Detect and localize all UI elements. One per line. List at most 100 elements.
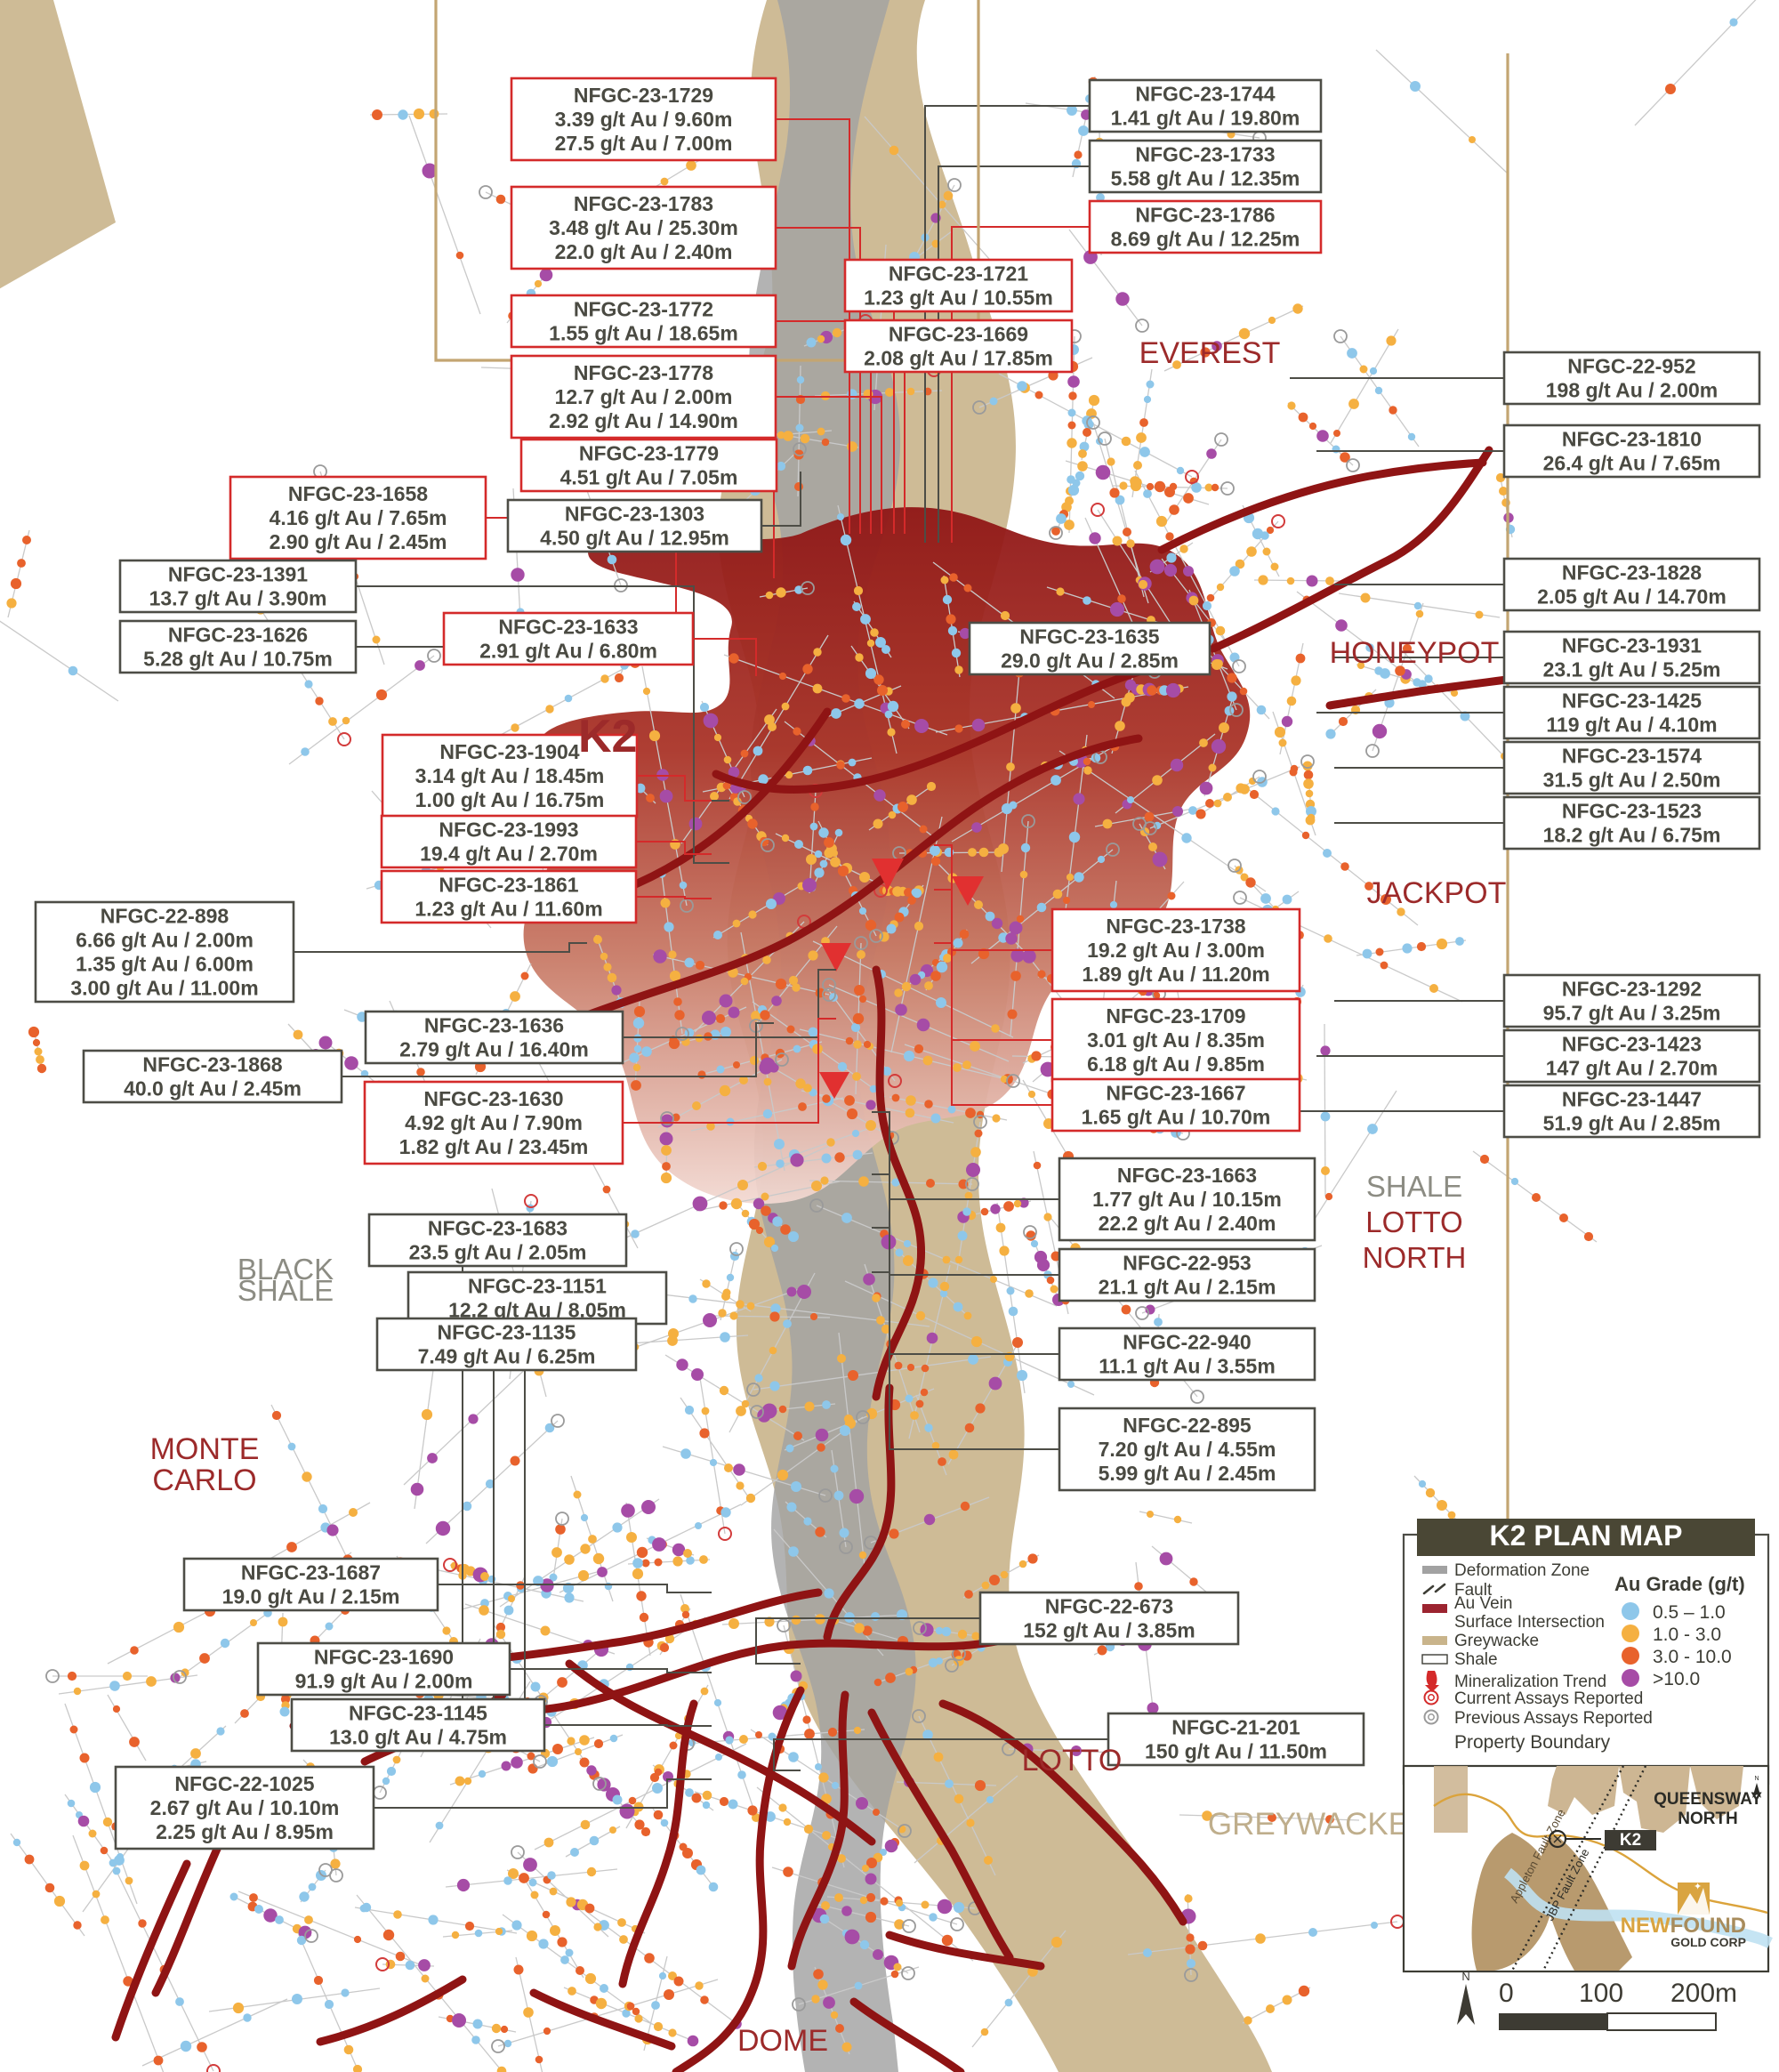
svg-text:MONTE: MONTE	[150, 1432, 260, 1466]
svg-text:Property Boundary: Property Boundary	[1454, 1732, 1611, 1753]
svg-text:1.00 g/t Au / 16.75m: 1.00 g/t Au / 16.75m	[415, 788, 605, 811]
svg-text:200m: 200m	[1670, 1979, 1737, 2008]
svg-text:22.2 g/t Au / 2.40m: 22.2 g/t Au / 2.40m	[1099, 1212, 1276, 1235]
svg-text:12.7 g/t Au / 2.00m: 12.7 g/t Au / 2.00m	[555, 385, 733, 408]
svg-text:Shale: Shale	[1454, 1650, 1498, 1669]
svg-text:LOTTO: LOTTO	[1022, 1744, 1123, 1778]
svg-text:11.1 g/t Au / 3.55m: 11.1 g/t Au / 3.55m	[1099, 1354, 1276, 1377]
svg-text:2.79 g/t Au / 16.40m: 2.79 g/t Au / 16.40m	[399, 1037, 589, 1060]
svg-text:NFGC-23-1292: NFGC-23-1292	[1562, 977, 1702, 1000]
svg-text:NFGC-23-1993: NFGC-23-1993	[439, 818, 578, 841]
svg-text:Au Vein: Au Vein	[1454, 1594, 1513, 1613]
svg-text:2.05 g/t Au / 14.70m: 2.05 g/t Au / 14.70m	[1537, 585, 1727, 608]
svg-text:3.01 g/t Au / 8.35m: 3.01 g/t Au / 8.35m	[1087, 1028, 1265, 1052]
svg-text:NFGC-23-1391: NFGC-23-1391	[168, 562, 308, 585]
svg-text:NFGC-23-1667: NFGC-23-1667	[1106, 1081, 1245, 1104]
svg-text:NFGC-23-1783: NFGC-23-1783	[574, 192, 713, 215]
svg-text:NFGC-23-1135: NFGC-23-1135	[438, 1320, 576, 1343]
svg-text:Surface Intersection: Surface Intersection	[1454, 1613, 1605, 1632]
svg-text:NFGC-23-1145: NFGC-23-1145	[349, 1701, 487, 1724]
svg-text:21.1 g/t Au / 2.15m: 21.1 g/t Au / 2.15m	[1099, 1275, 1276, 1298]
svg-text:NFGC-23-1574: NFGC-23-1574	[1562, 744, 1702, 767]
svg-text:NFGC-21-201: NFGC-21-201	[1171, 1715, 1300, 1738]
svg-text:NFGC-23-1786: NFGC-23-1786	[1135, 203, 1275, 226]
svg-text:NFGC-23-1626: NFGC-23-1626	[168, 623, 308, 646]
svg-text:5.99 g/t Au / 2.45m: 5.99 g/t Au / 2.45m	[1099, 1462, 1276, 1485]
svg-text:119 g/t Au / 4.10m: 119 g/t Au / 4.10m	[1546, 713, 1717, 736]
svg-text:NFGC-23-1683: NFGC-23-1683	[428, 1216, 568, 1239]
svg-text:3.39 g/t Au / 9.60m: 3.39 g/t Au / 9.60m	[555, 108, 733, 131]
svg-text:91.9 g/t Au / 2.00m: 91.9 g/t Au / 2.00m	[295, 1669, 473, 1692]
svg-text:NFGC-23-1630: NFGC-23-1630	[423, 1087, 563, 1110]
svg-text:DOME: DOME	[737, 2024, 828, 2058]
svg-text:1.55 g/t Au / 18.65m: 1.55 g/t Au / 18.65m	[549, 321, 738, 344]
svg-text:NFGC-22-953: NFGC-22-953	[1123, 1251, 1251, 1274]
svg-text:51.9 g/t Au / 2.85m: 51.9 g/t Au / 2.85m	[1543, 1111, 1721, 1134]
svg-text:0.5 – 1.0: 0.5 – 1.0	[1653, 1602, 1726, 1623]
svg-text:EVEREST: EVEREST	[1139, 336, 1281, 370]
svg-text:NFGC-23-1772: NFGC-23-1772	[574, 297, 713, 320]
svg-text:3.14 g/t Au / 18.45m: 3.14 g/t Au / 18.45m	[415, 764, 605, 787]
svg-text:13.7 g/t Au / 3.90m: 13.7 g/t Au / 3.90m	[149, 586, 327, 609]
svg-text:N: N	[1461, 1970, 1469, 1983]
svg-text:1.0 - 3.0: 1.0 - 3.0	[1653, 1625, 1721, 1645]
svg-text:100: 100	[1579, 1979, 1623, 2008]
svg-text:1.23 g/t Au / 10.55m: 1.23 g/t Au / 10.55m	[864, 286, 1053, 309]
svg-text:NFGC-23-1635: NFGC-23-1635	[1019, 625, 1159, 648]
svg-text:1.77 g/t Au / 10.15m: 1.77 g/t Au / 10.15m	[1092, 1188, 1282, 1211]
svg-text:Mineralization Trend: Mineralization Trend	[1454, 1673, 1606, 1691]
svg-text:13.0 g/t Au / 4.75m: 13.0 g/t Au / 4.75m	[329, 1725, 507, 1748]
svg-text:1.82 g/t Au / 23.45m: 1.82 g/t Au / 23.45m	[399, 1135, 589, 1158]
svg-text:19.2 g/t Au / 3.00m: 19.2 g/t Au / 3.00m	[1087, 939, 1265, 962]
svg-text:NFGC-23-1733: NFGC-23-1733	[1135, 142, 1275, 165]
svg-text:Previous Assays Reported: Previous Assays Reported	[1454, 1709, 1653, 1728]
svg-text:19.0 g/t Au / 2.15m: 19.0 g/t Au / 2.15m	[222, 1584, 400, 1608]
svg-text:NFGC-23-1828: NFGC-23-1828	[1562, 560, 1702, 584]
svg-text:29.0 g/t Au / 2.85m: 29.0 g/t Au / 2.85m	[1001, 649, 1179, 672]
svg-text:LOTTO: LOTTO	[1365, 1205, 1462, 1238]
svg-text:NFGC-23-1425: NFGC-23-1425	[1562, 689, 1702, 712]
svg-text:NFGC-23-1904: NFGC-23-1904	[439, 740, 579, 763]
svg-text:N: N	[1754, 1776, 1759, 1782]
svg-text:NFGC-23-1778: NFGC-23-1778	[574, 361, 713, 384]
svg-text:4.92 g/t Au / 7.90m: 4.92 g/t Au / 7.90m	[405, 1111, 583, 1134]
svg-text:0: 0	[1499, 1979, 1514, 2008]
svg-text:GOLD CORP: GOLD CORP	[1670, 1935, 1746, 1949]
svg-text:NFGC-23-1687: NFGC-23-1687	[241, 1560, 381, 1584]
svg-text:NFGC-23-1721: NFGC-23-1721	[889, 262, 1028, 285]
svg-text:NFGC-23-1669: NFGC-23-1669	[889, 322, 1028, 345]
svg-text:NFGC-22-1025: NFGC-22-1025	[174, 1772, 314, 1795]
svg-text:NFGC-23-1663: NFGC-23-1663	[1117, 1164, 1257, 1187]
svg-text:K2: K2	[578, 711, 637, 762]
svg-text:NFGC-23-1523: NFGC-23-1523	[1562, 799, 1702, 822]
svg-text:NEWFOUND: NEWFOUND	[1621, 1914, 1746, 1938]
svg-text:NFGC-23-1931: NFGC-23-1931	[1562, 633, 1702, 657]
svg-text:NFGC-23-1779: NFGC-23-1779	[579, 441, 719, 464]
svg-text:26.4 g/t Au / 7.65m: 26.4 g/t Au / 7.65m	[1543, 451, 1721, 474]
svg-text:NFGC-23-1729: NFGC-23-1729	[574, 84, 713, 107]
svg-text:NORTH: NORTH	[1678, 1810, 1738, 1828]
svg-text:19.4 g/t Au / 2.70m: 19.4 g/t Au / 2.70m	[420, 842, 598, 865]
svg-text:>10.0: >10.0	[1653, 1669, 1700, 1689]
svg-text:NFGC-23-1744: NFGC-23-1744	[1135, 82, 1275, 105]
svg-text:6.18 g/t Au / 9.85m: 6.18 g/t Au / 9.85m	[1087, 1052, 1265, 1076]
svg-text:NFGC-23-1447: NFGC-23-1447	[1562, 1087, 1702, 1110]
svg-text:5.58 g/t Au / 12.35m: 5.58 g/t Au / 12.35m	[1111, 166, 1300, 189]
svg-text:NFGC-23-1423: NFGC-23-1423	[1562, 1032, 1702, 1055]
svg-text:NFGC-23-1868: NFGC-23-1868	[142, 1052, 282, 1076]
svg-text:147 g/t Au / 2.70m: 147 g/t Au / 2.70m	[1546, 1056, 1718, 1079]
svg-text:CARLO: CARLO	[152, 1463, 256, 1497]
svg-text:1.23 g/t Au / 11.60m: 1.23 g/t Au / 11.60m	[415, 897, 602, 920]
svg-text:4.51 g/t Au / 7.05m: 4.51 g/t Au / 7.05m	[560, 465, 738, 488]
svg-text:NFGC-23-1151: NFGC-23-1151	[468, 1274, 607, 1297]
svg-text:4.50 g/t Au / 12.95m: 4.50 g/t Au / 12.95m	[540, 526, 729, 549]
svg-text:NFGC-23-1633: NFGC-23-1633	[498, 615, 638, 638]
svg-text:NFGC-22-898: NFGC-22-898	[101, 904, 229, 927]
svg-text:NFGC-23-1738: NFGC-23-1738	[1106, 915, 1245, 938]
svg-text:NFGC-23-1690: NFGC-23-1690	[314, 1645, 454, 1668]
svg-text:Au Grade (g/t): Au Grade (g/t)	[1614, 1573, 1745, 1595]
svg-text:152 g/t Au / 3.85m: 152 g/t Au / 3.85m	[1023, 1618, 1195, 1641]
svg-text:NFGC-22-940: NFGC-22-940	[1123, 1330, 1251, 1353]
svg-text:40.0 g/t Au / 2.45m: 40.0 g/t Au / 2.45m	[124, 1076, 302, 1100]
svg-text:2.91 g/t Au / 6.80m: 2.91 g/t Au / 6.80m	[479, 639, 657, 662]
